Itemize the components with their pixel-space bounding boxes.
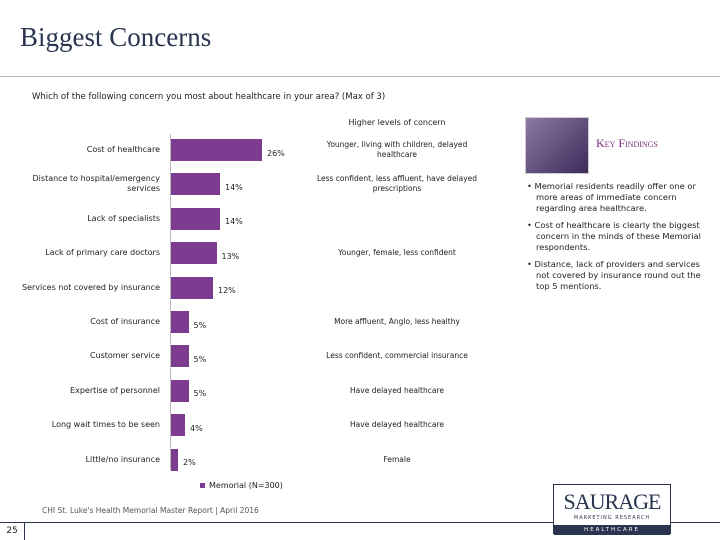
value-label: 14% bbox=[225, 182, 243, 192]
title-rule bbox=[0, 76, 720, 77]
value-label: 5% bbox=[193, 320, 207, 330]
bar bbox=[171, 345, 189, 368]
key-icon bbox=[525, 117, 589, 174]
bar bbox=[171, 414, 185, 437]
value-label: 5% bbox=[193, 389, 207, 399]
category-label: Services not covered by insurance bbox=[22, 282, 160, 292]
key-findings-title: Key Findings bbox=[596, 136, 658, 150]
note: Have delayed healthcare bbox=[350, 420, 444, 430]
category-label: Lack of primary care doctors bbox=[45, 248, 160, 258]
notes-header: Higher levels of concern bbox=[348, 118, 446, 127]
legend: Memorial (N=300) bbox=[200, 481, 283, 490]
bar bbox=[171, 242, 217, 265]
axis-line bbox=[170, 134, 171, 470]
logo-tagline: MARKETING RESEARCH bbox=[573, 515, 651, 521]
bar bbox=[171, 207, 220, 230]
category-label: Expertise of personnel bbox=[70, 385, 160, 395]
bar bbox=[171, 311, 189, 333]
legend-swatch bbox=[200, 483, 205, 488]
key-finding: • Memorial residents readily offer one o… bbox=[527, 181, 696, 213]
category-label: Lack of specialists bbox=[87, 213, 160, 223]
logo-name: SAURAGE bbox=[563, 489, 662, 514]
key-finding: • Distance, lack of providers and servic… bbox=[527, 259, 701, 291]
note: More affluent, Anglo, less healthy bbox=[334, 317, 460, 326]
footer: CHI St. Luke's Health Memorial Master Re… bbox=[42, 506, 259, 515]
note: Less confident, less affluent, have dela… bbox=[316, 174, 478, 194]
value-label: 12% bbox=[218, 286, 236, 296]
page-number: 25 bbox=[0, 522, 25, 540]
value-label: 2% bbox=[183, 458, 196, 468]
legend-label: Memorial (N=300) bbox=[209, 481, 283, 490]
category-label: Little/no insurance bbox=[85, 454, 160, 464]
logo: SAURAGE MARKETING RESEARCH HEALTHCARE bbox=[553, 484, 671, 535]
value-label: 5% bbox=[193, 354, 207, 364]
category-label: Customer service bbox=[89, 351, 160, 361]
subtitle: Which of the following concern you most … bbox=[32, 92, 386, 102]
value-label: 26% bbox=[267, 148, 285, 158]
note: Female bbox=[383, 454, 411, 464]
value-label: 4% bbox=[190, 423, 203, 433]
bar bbox=[171, 173, 220, 196]
note: Younger, female, less confident bbox=[338, 248, 456, 258]
logo-division: HEALTHCARE bbox=[554, 525, 670, 535]
category-label: Cost of insurance bbox=[90, 317, 160, 326]
bar bbox=[171, 139, 262, 161]
bar bbox=[171, 276, 213, 299]
category-label: Cost of healthcare bbox=[86, 145, 160, 154]
slide-title: Biggest Concerns bbox=[20, 22, 212, 52]
bottom-bar bbox=[0, 522, 720, 523]
category-label: Distance to hospital/emergency services bbox=[32, 174, 160, 194]
note: Less confident, commercial insurance bbox=[326, 351, 468, 361]
note: Have delayed healthcare bbox=[350, 385, 444, 395]
note: Younger, living with children, delayed h… bbox=[326, 140, 468, 159]
bar bbox=[171, 379, 189, 402]
category-label: Long wait times to be seen bbox=[51, 420, 160, 430]
value-label: 13% bbox=[221, 251, 240, 261]
value-label: 14% bbox=[225, 217, 243, 227]
bar bbox=[171, 448, 178, 471]
key-finding: • Cost of healthcare is clearly the bigg… bbox=[527, 220, 701, 252]
